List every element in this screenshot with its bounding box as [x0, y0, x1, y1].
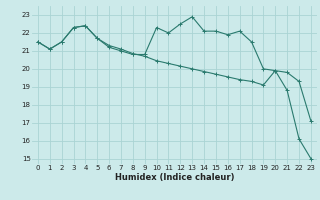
X-axis label: Humidex (Indice chaleur): Humidex (Indice chaleur): [115, 173, 234, 182]
